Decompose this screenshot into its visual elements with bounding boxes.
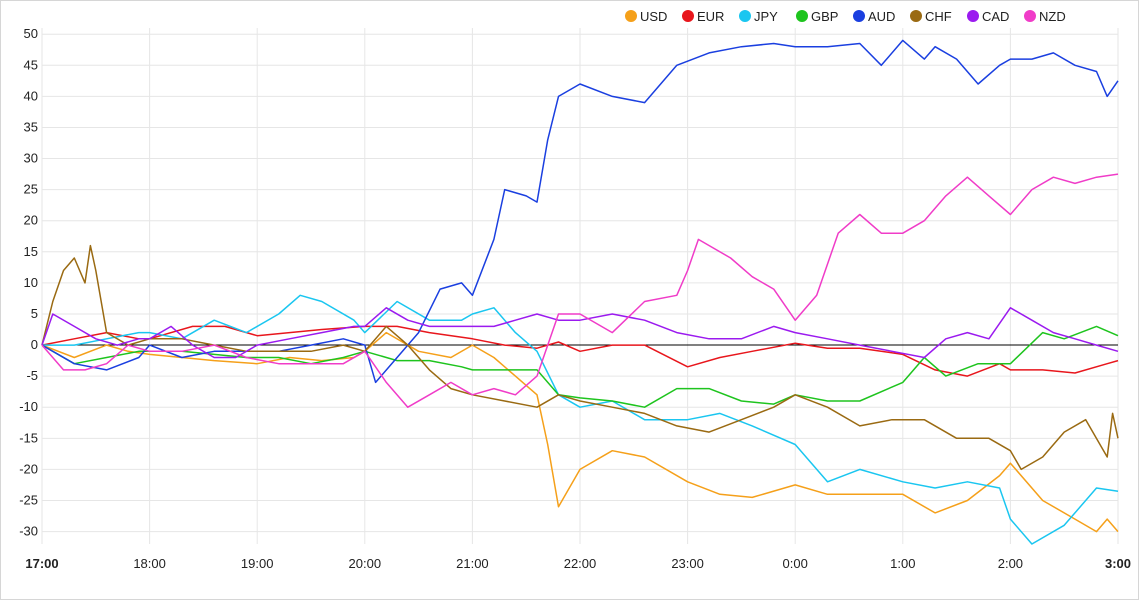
y-tick-label: 0 — [31, 337, 38, 352]
series-line-jpy — [42, 294, 1119, 545]
legend-item-chf[interactable]: CHF — [910, 9, 952, 24]
series-lines — [41, 39, 1119, 545]
y-tick-label: -30 — [19, 524, 38, 539]
y-tick-label: -20 — [19, 461, 38, 476]
legend-item-usd[interactable]: USD — [625, 9, 667, 24]
x-tick-label: 1:00 — [890, 556, 915, 571]
legend-label: GBP — [811, 9, 838, 24]
legend-swatch — [967, 10, 979, 22]
x-tick-label: 18:00 — [133, 556, 166, 571]
legend-label: CHF — [925, 9, 952, 24]
legend-swatch — [853, 10, 865, 22]
series-line-usd — [41, 331, 1119, 533]
y-tick-label: 50 — [24, 26, 38, 41]
y-tick-label: -25 — [19, 492, 38, 507]
series-line-gbp — [41, 325, 1119, 408]
x-tick-label: 20:00 — [349, 556, 382, 571]
y-tick-label: -15 — [19, 430, 38, 445]
x-tick-label: 3:00 — [1105, 556, 1131, 571]
y-tick-label: 25 — [24, 182, 38, 197]
series-line-cad — [41, 307, 1119, 359]
legend-swatch — [796, 10, 808, 22]
y-tick-label: 30 — [24, 151, 38, 166]
y-tick-label: 45 — [24, 57, 38, 72]
y-tick-label: 15 — [24, 244, 38, 259]
legend-item-gbp[interactable]: GBP — [796, 9, 838, 24]
legend-label: EUR — [697, 9, 724, 24]
y-tick-label: 40 — [24, 88, 38, 103]
legend-swatch — [682, 10, 694, 22]
y-tick-label: 20 — [24, 213, 38, 228]
legend-item-nzd[interactable]: NZD — [1024, 9, 1066, 24]
x-tick-label: 21:00 — [456, 556, 489, 571]
x-axis-ticks: 17:00 18:00 19:00 20:00 21:00 22:00 23:00 0:00 1… — [25, 556, 1131, 571]
x-tick-label: 22:00 — [564, 556, 597, 571]
legend-label: USD — [640, 9, 667, 24]
y-tick-label: -10 — [19, 399, 38, 414]
legend-swatch — [739, 10, 751, 22]
x-tick-label: 0:00 — [783, 556, 808, 571]
legend-item-jpy[interactable]: JPY — [739, 9, 778, 24]
x-tick-label: 23:00 — [671, 556, 704, 571]
legend-item-aud[interactable]: AUD — [853, 9, 895, 24]
series-line-chf — [41, 244, 1119, 471]
legend-swatch — [1024, 10, 1036, 22]
legend-label: JPY — [754, 9, 778, 24]
legend-swatch — [625, 10, 637, 22]
legend[interactable]: USD EUR JPY GBP AUD CHF CAD NZD — [625, 9, 1066, 24]
y-tick-label: 10 — [24, 275, 38, 290]
legend-label: CAD — [982, 9, 1009, 24]
y-tick-label: 5 — [31, 306, 38, 321]
y-tick-label: -5 — [26, 368, 38, 383]
x-tick-label: 19:00 — [241, 556, 274, 571]
legend-item-eur[interactable]: EUR — [682, 9, 724, 24]
legend-label: NZD — [1039, 9, 1066, 24]
x-tick-label: 17:00 — [25, 556, 58, 571]
series-line-eur — [41, 325, 1119, 377]
y-tick-label: 35 — [24, 119, 38, 134]
legend-item-cad[interactable]: CAD — [967, 9, 1009, 24]
x-tick-label: 2:00 — [998, 556, 1023, 571]
legend-label: AUD — [868, 9, 895, 24]
legend-swatch — [910, 10, 922, 22]
series-line-nzd — [41, 173, 1119, 408]
gridlines — [41, 28, 1119, 544]
